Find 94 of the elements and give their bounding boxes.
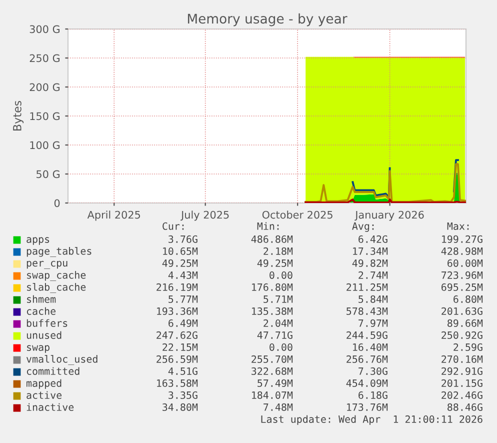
legend-label: page_tables [26,246,92,258]
legend-label: shmem [27,295,56,303]
text: 211.25M [346,283,388,291]
text: 454.09M [346,379,388,387]
text: 57.49M [258,379,293,387]
text: 0.00 [270,343,292,351]
text: 10.65M [163,247,198,255]
text: 6.49M [168,319,198,327]
text: 256.59M [156,355,198,363]
text: 695.25M [442,283,483,291]
legend-label: vmalloc_used [26,354,98,366]
text: 49.25M [162,259,198,267]
legend-label: active [26,391,62,399]
text: 7.30G [358,367,388,375]
text: Min: [257,222,279,230]
text: 322.68M [252,367,293,375]
y-axis-title: Bytes [13,100,24,130]
legend-label: inactive [26,403,74,411]
legend-label: per_cpu [26,260,68,269]
text: 255.70M [252,355,293,363]
line-series [304,163,466,203]
x-tick-label: October 2025 [262,210,332,219]
text: 7.48M [264,403,293,411]
text: 184.07M [252,391,293,399]
y-tick-label: 250 G [30,54,60,62]
text: 256.76M [346,355,388,363]
legend-label: slab_cache [27,282,86,294]
text: 5.71M [264,295,293,303]
text: 5.84M [358,295,388,303]
text: 3.35G [168,391,198,399]
text: 22.15M [162,343,198,351]
text: 2.18M [264,247,293,255]
text: 199.27G [442,235,482,243]
legend-label: swap [27,345,50,353]
text: 163.58M [157,379,198,387]
text: 135.38M [252,307,293,315]
text: 173.76M [347,403,388,411]
text: Cur: [162,222,184,230]
text: 88.46G [448,403,482,411]
text: 201.15G [442,379,482,387]
legend-label: apps [26,237,50,245]
legend-label: committed [26,367,80,375]
text: 292.91G [442,367,482,375]
legend-label: swap_cache [27,271,86,281]
text: 250.92G [442,331,482,339]
text: 89.66M [448,319,483,327]
y-tick-label: 100 G [30,141,60,150]
legend-label: buffers [26,319,68,327]
text: 17.34M [353,247,388,255]
chart-title: Memory usage - by year [188,13,348,26]
y-tick-label: 150 G [30,112,60,120]
text: 201.63G [442,307,482,315]
text: 49.82M [352,259,388,267]
text: 2.04M [264,319,293,327]
text: 202.46G [442,391,482,399]
text: 270.16M [442,355,483,363]
text: Avg: [352,222,374,232]
text: 578.43M [346,307,388,315]
y-tick-label: 0 [54,199,60,208]
x-tick-label: January 2026 [354,210,424,221]
text: 2.74M [358,271,388,279]
text: 6.18G [358,391,388,399]
y-tick-label: 200 G [30,83,60,92]
text: 216.19M [156,283,198,291]
text: 3.76G [168,235,198,243]
text: 60.00M [448,259,483,267]
text: Max: [447,222,469,230]
text: 16.40M [353,343,388,351]
text: 6.42G [358,235,388,243]
y-tick-label: 300 G [30,25,60,34]
y-tick-label: 50 G [36,170,60,178]
text: 5.77M [168,295,198,303]
text: 7.97M [358,319,388,327]
x-tick-label: April 2025 [87,210,140,221]
text: 6.80M [454,295,483,303]
text: 2.59G [454,343,482,351]
text: 247.62G [156,331,198,339]
text: 4.51G [168,367,198,375]
text: 34.80M [162,403,198,411]
legend-label: cache [26,307,56,315]
text: 0.00 [270,271,292,279]
text: 486.86M [251,235,293,243]
text: 47.71G [257,331,292,339]
text: 428.98M [441,247,483,255]
text: 723.96M [442,271,483,279]
text: 193.36M [157,307,198,315]
legend-label: mapped [26,379,62,389]
text: Last update: Wed Apr 1 21:00:11 2026 [261,415,482,425]
x-tick-label: July 2025 [180,210,229,221]
text: 4.43M [168,271,198,279]
text: 176.80M [252,283,293,291]
text: 244.59G [346,331,388,339]
legend-label: unused [26,331,62,339]
text: 49.25M [257,259,293,267]
